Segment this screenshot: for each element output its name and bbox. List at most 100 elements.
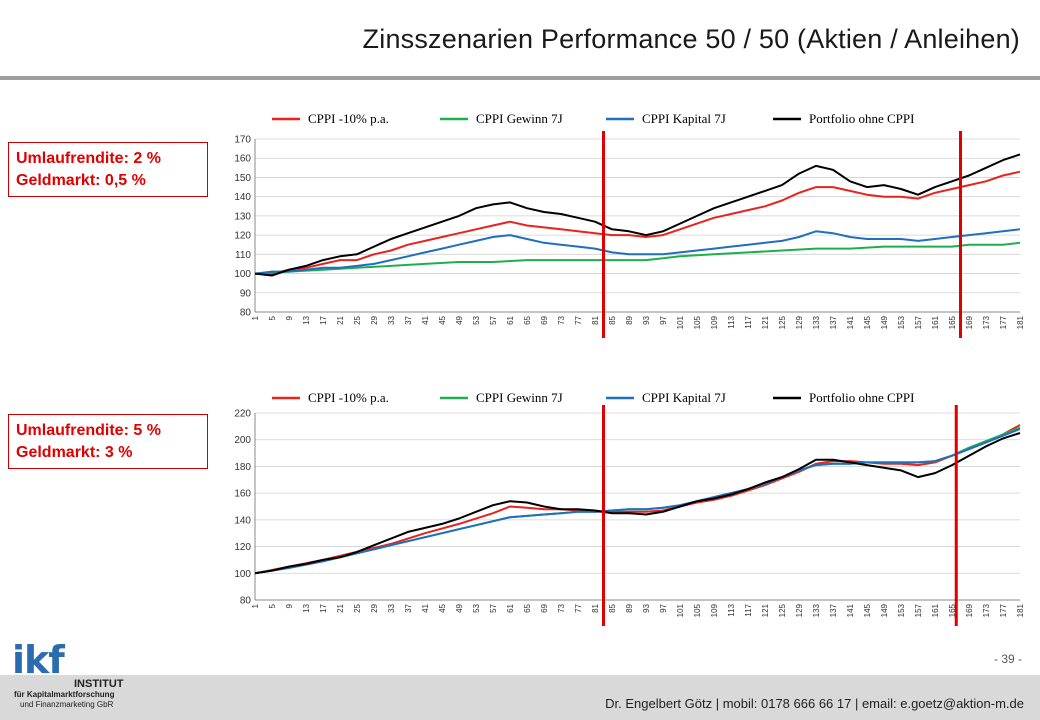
- x-tick-label: 97: [659, 603, 668, 612]
- x-tick-label: 133: [812, 603, 821, 617]
- x-tick-label: 81: [591, 315, 600, 324]
- x-tick-label: 61: [506, 315, 515, 324]
- x-tick-label: 57: [489, 315, 498, 324]
- x-tick-label: 117: [744, 315, 753, 328]
- x-tick-label: 9: [285, 603, 294, 608]
- x-tick-label: 33: [387, 315, 396, 324]
- x-tick-label: 5: [268, 603, 277, 608]
- x-tick-label: 9: [285, 315, 294, 320]
- x-tick-label: 173: [982, 315, 991, 329]
- y-tick-label: 130: [234, 211, 251, 222]
- x-tick-label: 53: [472, 315, 481, 324]
- x-tick-label: 173: [982, 603, 991, 617]
- x-tick-label: 37: [404, 315, 413, 324]
- scenario-box-2: Umlaufrendite: 5 % Geldmarkt: 3 %: [8, 414, 208, 469]
- y-tick-label: 160: [234, 154, 251, 165]
- legend-label: CPPI Gewinn 7J: [476, 111, 563, 126]
- y-tick-label: 220: [234, 409, 251, 420]
- x-tick-label: 121: [761, 315, 770, 329]
- y-tick-label: 180: [234, 462, 251, 473]
- x-tick-label: 181: [1016, 315, 1025, 329]
- x-tick-label: 145: [863, 603, 872, 617]
- x-tick-label: 129: [795, 603, 804, 617]
- x-tick-label: 165: [948, 315, 957, 329]
- logo-line-2: und Finanzmarketing GbR: [20, 700, 114, 709]
- x-tick-label: 21: [336, 315, 345, 324]
- y-tick-label: 160: [234, 489, 251, 500]
- x-tick-label: 13: [302, 603, 311, 612]
- y-tick-label: 170: [234, 135, 251, 146]
- x-tick-label: 149: [880, 603, 889, 617]
- x-tick-label: 137: [829, 603, 838, 617]
- x-tick-label: 73: [557, 315, 566, 324]
- y-tick-label: 100: [234, 269, 251, 280]
- y-tick-label: 140: [234, 515, 251, 526]
- x-tick-label: 49: [455, 603, 464, 612]
- chart-1: 80 90 100 110 120 130 140 150 160 170 1 5 9 13 17 21 25 2…: [234, 111, 1025, 338]
- series-line-4: [254, 153, 1021, 277]
- x-tick-label: 29: [370, 603, 379, 612]
- footer-contact: Dr. Engelbert Götz | mobil: 0178 666 66 …: [605, 696, 1024, 711]
- x-tick-label: 149: [880, 315, 889, 329]
- x-tick-label: 41: [421, 315, 430, 324]
- x-tick-label: 137: [829, 315, 838, 329]
- y-tick-label: 120: [234, 231, 251, 242]
- y-tick-label: 100: [234, 569, 251, 580]
- x-tick-label: 57: [489, 603, 498, 612]
- ikf-logo: ikf INSTITUT für Kapitalmarktforschung u…: [12, 638, 152, 714]
- x-tick-label: 105: [693, 315, 702, 329]
- x-tick-label: 177: [999, 603, 1008, 617]
- x-tick-label: 69: [540, 315, 549, 324]
- x-tick-label: 69: [540, 603, 549, 612]
- x-tick-label: 169: [965, 315, 974, 329]
- series-line-1: [254, 424, 1021, 575]
- x-tick-label: 45: [438, 315, 447, 324]
- x-tick-label: 157: [914, 315, 923, 329]
- footer-bar: [0, 675, 1040, 720]
- x-tick-label: 93: [642, 315, 651, 324]
- x-tick-label: 165: [948, 603, 957, 617]
- x-tick-label: 169: [965, 603, 974, 617]
- legend-label: CPPI -10% p.a.: [308, 111, 389, 126]
- y-tick-label: 90: [240, 288, 252, 299]
- x-tick-label: 125: [778, 603, 787, 617]
- x-tick-label: 17: [319, 603, 328, 612]
- series-line-1: [255, 170, 1021, 275]
- x-tick-label: 141: [846, 603, 855, 617]
- scenario-1-yield: Umlaufrendite: 2 %: [16, 150, 161, 167]
- title-divider: [0, 76, 1040, 80]
- x-tick-label: 153: [897, 315, 906, 329]
- logo-institut: INSTITUT: [74, 678, 124, 690]
- x-tick-label: 13: [302, 315, 311, 324]
- x-tick-label: 1: [251, 603, 260, 608]
- x-tick-label: 89: [625, 315, 634, 324]
- x-tick-label: 161: [931, 315, 940, 329]
- x-tick-label: 113: [727, 603, 736, 616]
- x-tick-label: 109: [710, 603, 719, 617]
- series-line-3: [254, 228, 1021, 275]
- x-tick-label: 101: [676, 603, 685, 617]
- x-tick-label: 25: [353, 603, 362, 612]
- x-tick-label: 33: [387, 603, 396, 612]
- x-tick-label: 85: [608, 603, 617, 612]
- chart-2: 80 100 120 140 160 180 200 220 1 5 9 13 17 21 25 29 33 37…: [234, 390, 1025, 626]
- x-tick-label: 109: [710, 315, 719, 329]
- y-tick-label: 150: [234, 173, 251, 184]
- x-tick-label: 133: [812, 315, 821, 329]
- x-tick-label: 141: [846, 315, 855, 329]
- x-tick-label: 77: [574, 603, 583, 612]
- x-tick-label: 45: [438, 603, 447, 612]
- x-tick-label: 129: [795, 315, 804, 329]
- legend-label: Portfolio ohne CPPI: [809, 390, 914, 405]
- scenario-box-1: Umlaufrendite: 2 % Geldmarkt: 0,5 %: [8, 142, 208, 197]
- x-tick-label: 145: [863, 315, 872, 329]
- x-tick-label: 65: [523, 315, 532, 324]
- legend-label: CPPI Kapital 7J: [642, 111, 726, 126]
- x-tick-label: 53: [472, 603, 481, 612]
- x-tick-label: 85: [608, 315, 617, 324]
- x-tick-label: 29: [370, 315, 379, 324]
- scenario-2-moneymarket: Geldmarkt: 3 %: [16, 444, 133, 461]
- x-tick-label: 77: [574, 315, 583, 324]
- page-number: - 39 -: [993, 652, 1022, 666]
- scenario-2-yield: Umlaufrendite: 5 %: [16, 422, 161, 439]
